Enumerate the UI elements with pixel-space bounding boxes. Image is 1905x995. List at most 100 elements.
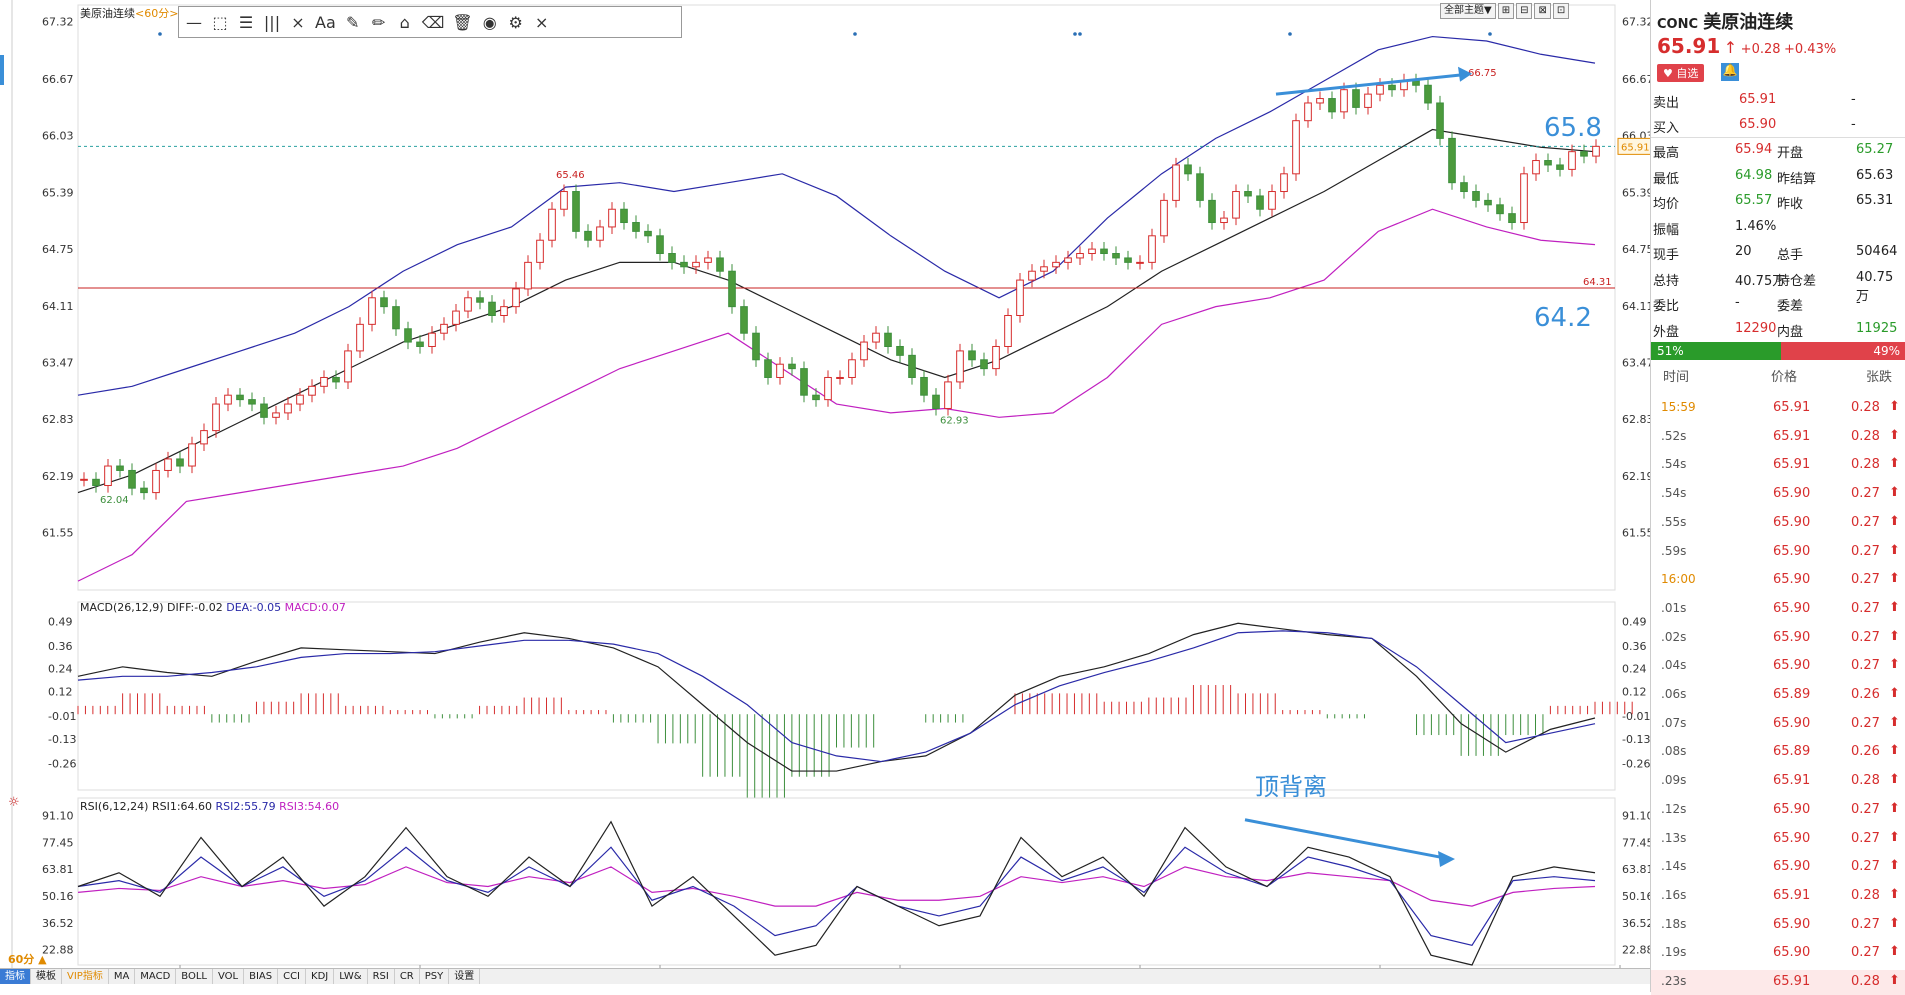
toolbar-tool-icon[interactable]: ✏ bbox=[372, 12, 386, 32]
candle-body bbox=[1196, 173, 1204, 201]
instrument-title: 美原油连续 bbox=[80, 7, 135, 20]
y-tick-label-right: 64.11 bbox=[1622, 300, 1650, 313]
candle-body bbox=[956, 350, 964, 383]
toolbar-tool-icon[interactable]: × bbox=[534, 12, 549, 32]
candle-body bbox=[464, 297, 472, 312]
candle-body bbox=[1244, 191, 1252, 197]
favorite-button[interactable]: ♥ 自选 bbox=[1657, 64, 1705, 82]
indicator-tab[interactable]: 设置 bbox=[449, 969, 481, 984]
timeframe-switch[interactable]: 60分 ▲ bbox=[8, 953, 47, 966]
tick-row: .04s 65.90 0.27 ⬆ bbox=[1661, 657, 1900, 674]
toolbar-tool-icon[interactable]: ◉ bbox=[482, 12, 497, 32]
candle-body bbox=[1496, 204, 1504, 215]
candle-body bbox=[632, 222, 640, 232]
toolbar-tool-icon[interactable]: ⌂ bbox=[399, 12, 410, 32]
candle-body bbox=[692, 261, 700, 268]
rsi-y-tick-right: 77.45 bbox=[1622, 836, 1650, 849]
toolbar-tool-icon[interactable]: — bbox=[186, 12, 202, 32]
candle-body bbox=[476, 297, 484, 303]
tick-row: .59s 65.90 0.27 ⬆ bbox=[1661, 542, 1900, 559]
indicator-tab[interactable]: VOL bbox=[213, 969, 245, 984]
indicator-tab[interactable]: LW& bbox=[334, 969, 368, 984]
buy-row: 买入 65.90 - bbox=[1651, 113, 1905, 138]
theme-dropdown[interactable]: 全部主题▼ bbox=[1440, 3, 1496, 19]
macd-y-tick-right: 0.12 bbox=[1622, 685, 1647, 698]
up-arrow-icon: ⬆ bbox=[1889, 427, 1900, 443]
indicator-tab[interactable]: KDJ bbox=[306, 969, 335, 984]
indicator-tab[interactable]: MA bbox=[109, 969, 136, 984]
indicator-tabs: 指标 模板 VIP指标 MA MACD BOLL VOL BIAS CCI KDJ LW& RSI CR… bbox=[0, 968, 1650, 984]
y-tick-label-right: 61.55 bbox=[1622, 526, 1650, 539]
candle-body bbox=[1028, 270, 1036, 281]
macd-dea-line bbox=[77, 630, 1596, 763]
layout3-icon[interactable]: ⊠ bbox=[1534, 3, 1551, 19]
toolbar-tool-icon[interactable]: ⨯ bbox=[291, 12, 305, 32]
toolbar-tool-icon[interactable]: ||| bbox=[263, 12, 281, 32]
rsi-y-tick-left: 91.10 bbox=[42, 810, 74, 823]
layout4-icon[interactable]: ⊡ bbox=[1552, 3, 1570, 19]
candle-body bbox=[1508, 213, 1516, 224]
toolbar-tool-icon[interactable]: Aa bbox=[315, 12, 336, 32]
candle-body bbox=[896, 345, 904, 356]
candle-body bbox=[152, 469, 160, 494]
alert-bell-icon[interactable]: 🔔 bbox=[1721, 63, 1739, 81]
candle-body bbox=[1484, 199, 1492, 206]
candle-body bbox=[320, 376, 328, 387]
event-marker-icon bbox=[1073, 32, 1077, 36]
layout2-icon[interactable]: ⊟ bbox=[1516, 3, 1533, 19]
peak-price-label: 65.46 bbox=[556, 170, 585, 181]
tick-row: .16s 65.91 0.28 ⬆ bbox=[1661, 886, 1900, 903]
indicator-tab[interactable]: BIAS bbox=[244, 969, 279, 984]
candle-body bbox=[1112, 253, 1120, 259]
tick-header: 时间 价格 张跌 bbox=[1663, 370, 1893, 385]
toolbar-tool-icon[interactable]: ⬚ bbox=[212, 12, 228, 32]
indicator-tab[interactable]: PSY bbox=[420, 969, 450, 984]
up-arrow-icon: ⬆ bbox=[1889, 772, 1900, 788]
toolbar-tool-icon[interactable]: 🗑 bbox=[452, 12, 473, 32]
toolbar-tool-icon[interactable]: ⌫ bbox=[421, 12, 445, 32]
up-arrow-icon: ⬆ bbox=[1889, 399, 1900, 414]
tick-row: .07s 65.90 0.27 ⬆ bbox=[1661, 714, 1900, 731]
macd-y-tick-right: 0.36 bbox=[1622, 640, 1647, 653]
macd-y-tick-right: -0.13 bbox=[1622, 733, 1650, 746]
layout-icon[interactable]: ⊞ bbox=[1497, 3, 1515, 19]
indicator-tab[interactable]: RSI bbox=[368, 969, 395, 984]
toolbar-tool-icon[interactable]: ⚙ bbox=[508, 12, 523, 32]
sell-row: 卖出 65.91 - bbox=[1653, 92, 1856, 111]
candle-body bbox=[1352, 89, 1360, 108]
candle-body bbox=[1388, 84, 1396, 91]
price-change: +0.28 bbox=[1740, 42, 1781, 57]
quote-stat-row: 最低 64.98 昨结算 65.63 bbox=[1653, 167, 1894, 187]
macd-y-tick-left: -0.26 bbox=[48, 757, 76, 770]
theme-buttons: 全部主题▼ ⊞ ⊟ ⊠ ⊡ bbox=[1440, 3, 1570, 19]
up-arrow-icon: ⬆ bbox=[1889, 714, 1900, 730]
quote-stat-row: 最高 65.94 开盘 65.27 bbox=[1653, 142, 1894, 161]
candle-body bbox=[1148, 235, 1156, 263]
toolbar-tool-icon[interactable]: ☰ bbox=[238, 12, 254, 32]
candle-body bbox=[1532, 160, 1540, 175]
up-arrow-icon: ⬆ bbox=[1889, 599, 1900, 615]
indicator-tab[interactable]: 指标 bbox=[0, 969, 31, 984]
up-arrow-icon: ⬆ bbox=[1889, 686, 1900, 701]
candle-body bbox=[308, 385, 316, 396]
chart-area[interactable]: 67.3267.3266.6766.6766.0366.0365.3965.39… bbox=[0, 0, 1650, 992]
indicator-tab[interactable]: MACD bbox=[135, 969, 177, 984]
indicator-tab[interactable]: 模板 bbox=[31, 969, 62, 984]
candle-body bbox=[1436, 102, 1444, 139]
candle-body bbox=[1544, 160, 1552, 166]
candle-body bbox=[848, 359, 856, 378]
indicator-tab[interactable]: VIP指标 bbox=[62, 969, 109, 984]
indicator-tab[interactable]: CR bbox=[395, 969, 420, 984]
up-arrow-icon: ⬆ bbox=[1889, 542, 1900, 558]
event-marker-icon bbox=[853, 32, 857, 36]
indicator-tab[interactable]: CCI bbox=[278, 969, 307, 984]
quote-price-line: 65.91 ↑ +0.28 +0.43% bbox=[1657, 34, 1836, 58]
macd-y-tick-right: 0.49 bbox=[1622, 615, 1647, 628]
y-tick-label-right: 62.19 bbox=[1622, 470, 1650, 483]
indicator-tab[interactable]: BOLL bbox=[176, 969, 213, 984]
reference-line-label: 64.31 bbox=[1583, 277, 1612, 288]
candle-body bbox=[1412, 80, 1420, 86]
candle-body bbox=[608, 208, 616, 228]
up-arrow-icon: ⬆ bbox=[1889, 886, 1900, 902]
toolbar-tool-icon[interactable]: ✎ bbox=[346, 12, 360, 32]
